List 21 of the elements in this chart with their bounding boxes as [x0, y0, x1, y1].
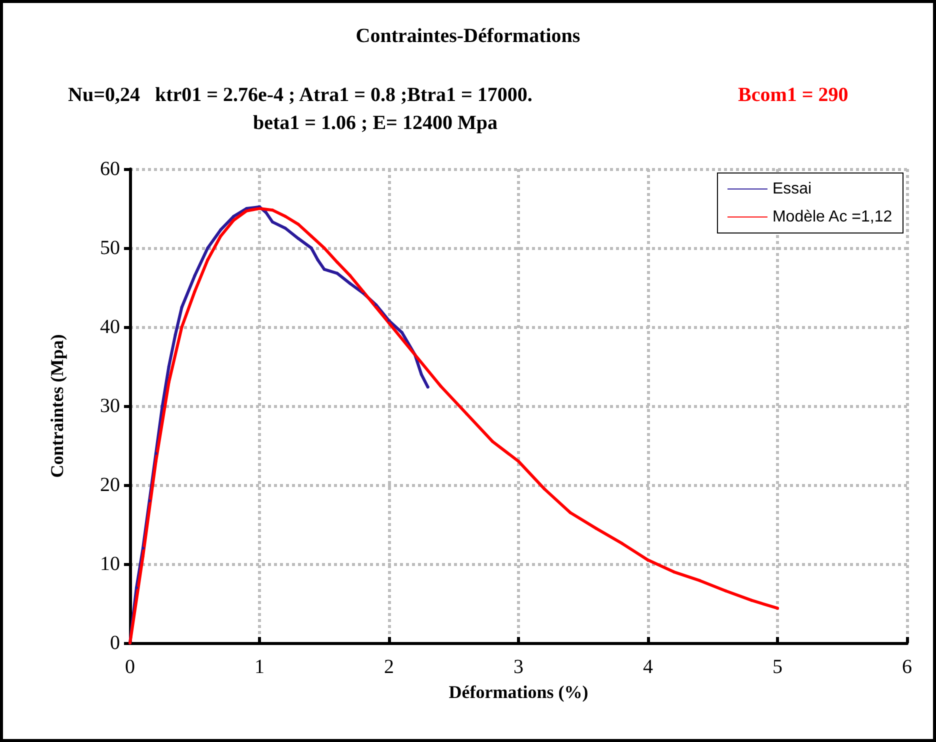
x-tick-label: 6	[902, 656, 912, 678]
x-tick-label: 4	[643, 656, 653, 678]
y-tick-label: 10	[100, 553, 120, 575]
x-tick-label: 5	[772, 656, 782, 678]
y-axis-title: Contraintes (Mpa)	[47, 334, 67, 478]
y-tick-label: 60	[100, 158, 120, 180]
x-tick-label: 1	[254, 656, 264, 678]
x-tick-label: 2	[384, 656, 394, 678]
text: Bcom1 = 290	[738, 84, 848, 106]
y-tick-label: 50	[100, 237, 120, 259]
y-tick-label: 0	[110, 632, 120, 654]
x-tick-label: 0	[125, 656, 135, 678]
y-tick-label: 40	[100, 316, 120, 338]
chart-title: Contraintes-Déformations	[356, 25, 580, 47]
legend-label: Essai	[772, 180, 812, 198]
y-tick-label: 20	[100, 474, 120, 496]
x-tick-label: 3	[514, 656, 524, 678]
x-axis-title: Déformations (%)	[448, 682, 588, 702]
chart-subtitle: Nu=0,24 ktr01 = 2.76e-4 ; Atra1 = 0.8 ;Btra1 = 17000. beta1 = 1.06 ; E= 12400 Mpa	[68, 84, 532, 134]
legend-label: Modèle Ac =1,12	[772, 208, 892, 226]
y-tick-label: 30	[100, 395, 120, 417]
